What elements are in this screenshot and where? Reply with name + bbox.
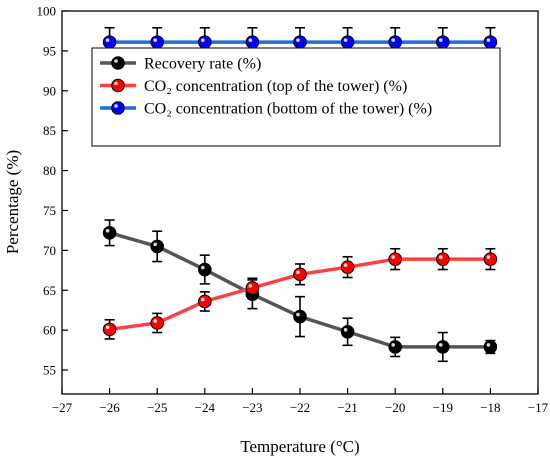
legend-marker-highlight: [114, 104, 118, 108]
data-point-highlight: [105, 325, 110, 330]
y-axis-title: Percentage (%): [3, 150, 22, 254]
data-point-highlight: [343, 327, 348, 332]
data-point-highlight: [248, 284, 253, 288]
data-point: [388, 340, 403, 354]
x-tick-label: −21: [337, 400, 357, 415]
data-point: [293, 309, 307, 324]
data-point: [150, 35, 164, 49]
y-axis-ticks: 55 60 65 70 75 80 85 90 95 100: [37, 4, 68, 378]
y-tick-label: 95: [43, 43, 56, 58]
data-point-highlight: [486, 38, 491, 42]
x-tick-label: −22: [290, 400, 310, 415]
data-point-highlight: [343, 263, 348, 267]
data-point-highlight: [391, 255, 396, 259]
data-point-highlight: [296, 312, 300, 317]
x-tick-label: −18: [480, 400, 500, 415]
y-tick-label: 100: [37, 4, 57, 19]
data-point-highlight: [296, 38, 300, 42]
x-tick-label: −17: [528, 400, 549, 415]
data-point-highlight: [201, 265, 205, 270]
data-point: [483, 252, 498, 266]
data-point: [198, 35, 212, 49]
data-point: [388, 35, 403, 49]
data-point: [150, 239, 164, 254]
y-tick-label: 75: [43, 203, 56, 218]
legend: Recovery rate (%) CO₂ concentration (top …: [91, 47, 501, 147]
series-2: [102, 247, 498, 340]
data-point-highlight: [486, 343, 491, 347]
data-point-highlight: [343, 38, 348, 42]
data-point-highlight: [391, 343, 396, 347]
data-point: [102, 322, 117, 337]
data-point-highlight: [296, 270, 300, 275]
data-point: [436, 340, 450, 354]
x-tick-label: −26: [99, 400, 120, 415]
y-tick-label: 90: [43, 83, 56, 98]
y-tick-label: 80: [43, 163, 56, 178]
legend-item-1: Recovery rate (%): [100, 56, 261, 73]
data-point: [102, 226, 117, 240]
legend-marker-highlight: [114, 81, 118, 86]
x-axis-ticks: −27 −26 −25 −24 −23 −22 −21 −20 −19 −18 −17: [52, 388, 549, 415]
data-point: [388, 252, 403, 266]
data-point: [198, 294, 212, 309]
data-point-highlight: [153, 242, 157, 247]
legend-entries: Recovery rate (%) CO₂ concentration (top …: [100, 56, 432, 118]
y-tick-label: 65: [43, 283, 56, 298]
legend-label: CO₂ concentration (top of the tower) (%): [144, 78, 407, 95]
legend-item-2: CO₂ concentration (top of the tower) (%): [100, 78, 407, 95]
x-tick-label: −25: [147, 400, 167, 415]
x-tick-label: −19: [433, 400, 453, 415]
data-point-highlight: [439, 343, 443, 347]
legend-marker: [111, 101, 125, 115]
x-axis-title: Temperature (°C): [240, 437, 359, 456]
y-tick-label: 55: [43, 363, 56, 378]
series-layer: [102, 26, 498, 363]
x-tick-label: −27: [52, 400, 73, 415]
data-point: [436, 35, 450, 49]
data-point-highlight: [153, 319, 157, 323]
legend-marker-highlight: [114, 59, 118, 63]
data-point: [483, 35, 498, 49]
data-point-highlight: [105, 229, 110, 233]
data-point: [483, 340, 498, 354]
legend-box: [91, 47, 501, 147]
data-point: [340, 324, 355, 339]
data-point-highlight: [153, 38, 157, 42]
data-point: [340, 260, 355, 274]
y-tick-label: 70: [43, 243, 56, 258]
legend-marker: [111, 56, 125, 70]
y-tick-label: 85: [43, 123, 56, 138]
data-point-highlight: [391, 38, 396, 42]
y-tick-label: 60: [43, 323, 56, 338]
legend-label: CO₂ concentration (bottom of the tower) …: [144, 101, 432, 118]
legend-label: Recovery rate (%): [144, 56, 261, 73]
data-point-highlight: [201, 297, 205, 302]
data-point: [293, 267, 307, 282]
x-tick-label: −24: [195, 400, 216, 415]
data-point: [293, 35, 307, 49]
data-point-highlight: [201, 38, 205, 42]
data-point-highlight: [439, 255, 443, 259]
data-point-highlight: [486, 255, 491, 259]
data-point: [245, 281, 260, 295]
data-point: [436, 252, 450, 266]
x-tick-label: −23: [242, 400, 262, 415]
data-point: [245, 35, 260, 49]
x-tick-label: −20: [385, 400, 405, 415]
data-point: [102, 35, 117, 49]
legend-marker: [111, 78, 125, 93]
data-point: [198, 262, 212, 277]
data-point-highlight: [439, 38, 443, 42]
legend-item-3: CO₂ concentration (bottom of the tower) …: [100, 101, 432, 118]
data-point-highlight: [105, 38, 110, 42]
data-point: [340, 35, 355, 49]
data-point-highlight: [248, 38, 253, 42]
data-point: [150, 316, 164, 330]
